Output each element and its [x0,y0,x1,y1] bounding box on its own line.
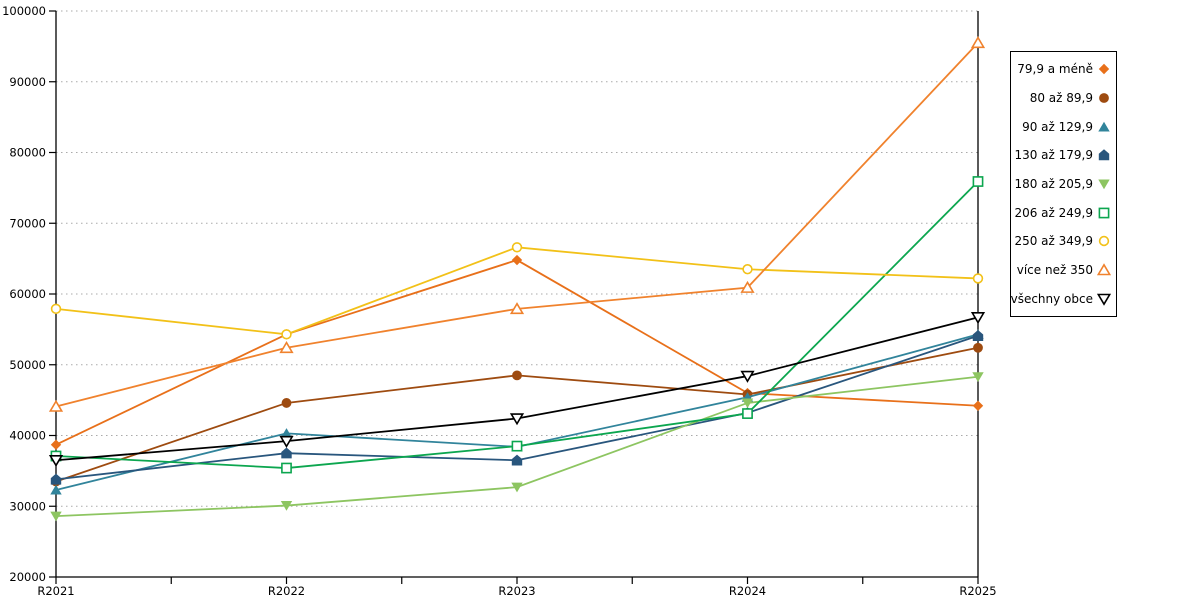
legend-marker [1098,207,1110,219]
data-point-marker [50,303,62,315]
data-point-marker [50,484,62,495]
series-180-a-205-9 [50,372,984,522]
y-tick-label: 20000 [9,570,46,584]
data-point-marker [741,398,754,409]
y-tick-label: 40000 [9,429,46,443]
data-point-marker [281,462,292,474]
y-tick-label: 80000 [9,146,46,160]
data-point-marker [48,399,64,412]
data-point-marker [279,340,294,354]
data-point-marker [972,176,984,187]
legend-label: 130 až 179,9 [1014,148,1093,163]
data-point-marker [512,370,522,381]
series-206-a-249-9 [50,176,984,474]
data-point-marker [281,447,292,459]
legend: 79,9 a méně 80 až 89,9 90 až 129,9 130 až 1… [1010,51,1117,317]
legend-item: 79,9 a méně [1015,62,1111,76]
legend-item: 250 až 349,9 [1014,234,1111,249]
legend-marker-icon [1097,263,1111,276]
legend-item: 180 až 205,9 [1014,176,1111,191]
legend-item: 130 až 179,9 [1014,148,1111,163]
x-tick-label: R2023 [498,584,535,598]
legend-marker-icon [1098,207,1110,219]
data-point-marker [970,36,986,49]
data-point-marker [281,329,292,340]
y-tick-label: 90000 [9,75,46,89]
series-line [55,333,979,491]
legend-item: všechny obce [1011,292,1111,306]
data-point-marker [511,482,523,493]
legend-marker [1099,93,1109,103]
legend-item: 206 až 249,9 [1014,205,1111,220]
legend-label: 250 až 349,9 [1014,234,1093,249]
x-tick-label: R2021 [37,584,74,598]
legend-marker [1098,179,1110,190]
series-v-echny-obce [48,312,986,468]
legend-marker-icon [1098,64,1110,75]
y-tick-label: 30000 [9,499,46,513]
data-point-marker [509,413,525,426]
series-130-a-179-9 [50,330,984,485]
legend-marker-icon [1098,149,1110,161]
data-point-marker [50,439,62,450]
data-point-marker [742,408,753,419]
y-tick-label: 70000 [9,216,46,230]
data-point-marker [970,312,986,325]
legend-label: více než 350 [1016,262,1093,277]
legend-label: všechny obce [1010,291,1093,306]
y-tick-label: 50000 [9,358,46,372]
x-tick-label: R2022 [268,584,305,598]
legend-item: 90 až 129,9 [1015,120,1111,134]
data-point-marker [740,280,755,293]
data-point-marker [511,454,523,466]
series-250-a-349-9 [50,242,984,340]
series-90-a-129-9 [50,329,984,495]
legend-marker-icon [1098,236,1110,247]
legend-label: 80 až 89,9 [1029,90,1093,105]
x-tick-label: R2024 [729,584,766,598]
legend-label: 206 až 249,9 [1014,205,1093,220]
legend-label: 79,9 a méně [1017,62,1093,77]
series-v-ce-ne-350 [48,36,986,412]
legend-label: 180 až 205,9 [1014,176,1093,191]
y-tick-label: 100000 [2,4,46,18]
data-point-marker [509,302,525,315]
legend-marker [1097,293,1111,306]
legend-label: 90 až 129,9 [1022,119,1093,134]
data-point-marker [740,370,755,383]
data-point-marker [511,254,523,266]
legend-marker-icon [1099,93,1109,103]
data-point-marker [973,342,983,353]
data-point-marker [511,440,523,452]
legend-marker [1098,236,1110,247]
legend-marker-icon [1098,121,1110,132]
data-point-marker [280,428,293,438]
data-point-marker [281,398,292,408]
data-point-marker [972,400,984,411]
data-point-marker [511,242,523,253]
data-point-marker [50,473,62,485]
data-point-marker [50,511,62,522]
series-line [55,316,979,462]
legend-marker [1097,263,1111,276]
data-point-marker [280,501,293,511]
data-point-marker [742,264,753,275]
x-tick-label: R2025 [959,584,996,598]
legend-marker-icon [1097,293,1111,306]
y-tick-label: 60000 [9,287,46,301]
legend-marker [1098,64,1110,75]
data-point-marker [972,273,984,284]
data-point-marker [972,330,984,341]
data-point-marker [48,454,64,468]
legend-marker-icon [1098,179,1110,190]
legend-marker [1098,149,1110,161]
data-point-marker [972,372,984,382]
legend-item: 80 až 89,9 [1015,91,1111,105]
data-point-marker [279,435,294,448]
legend-item: více než 350 [1015,263,1111,277]
legend-marker [1098,121,1110,132]
